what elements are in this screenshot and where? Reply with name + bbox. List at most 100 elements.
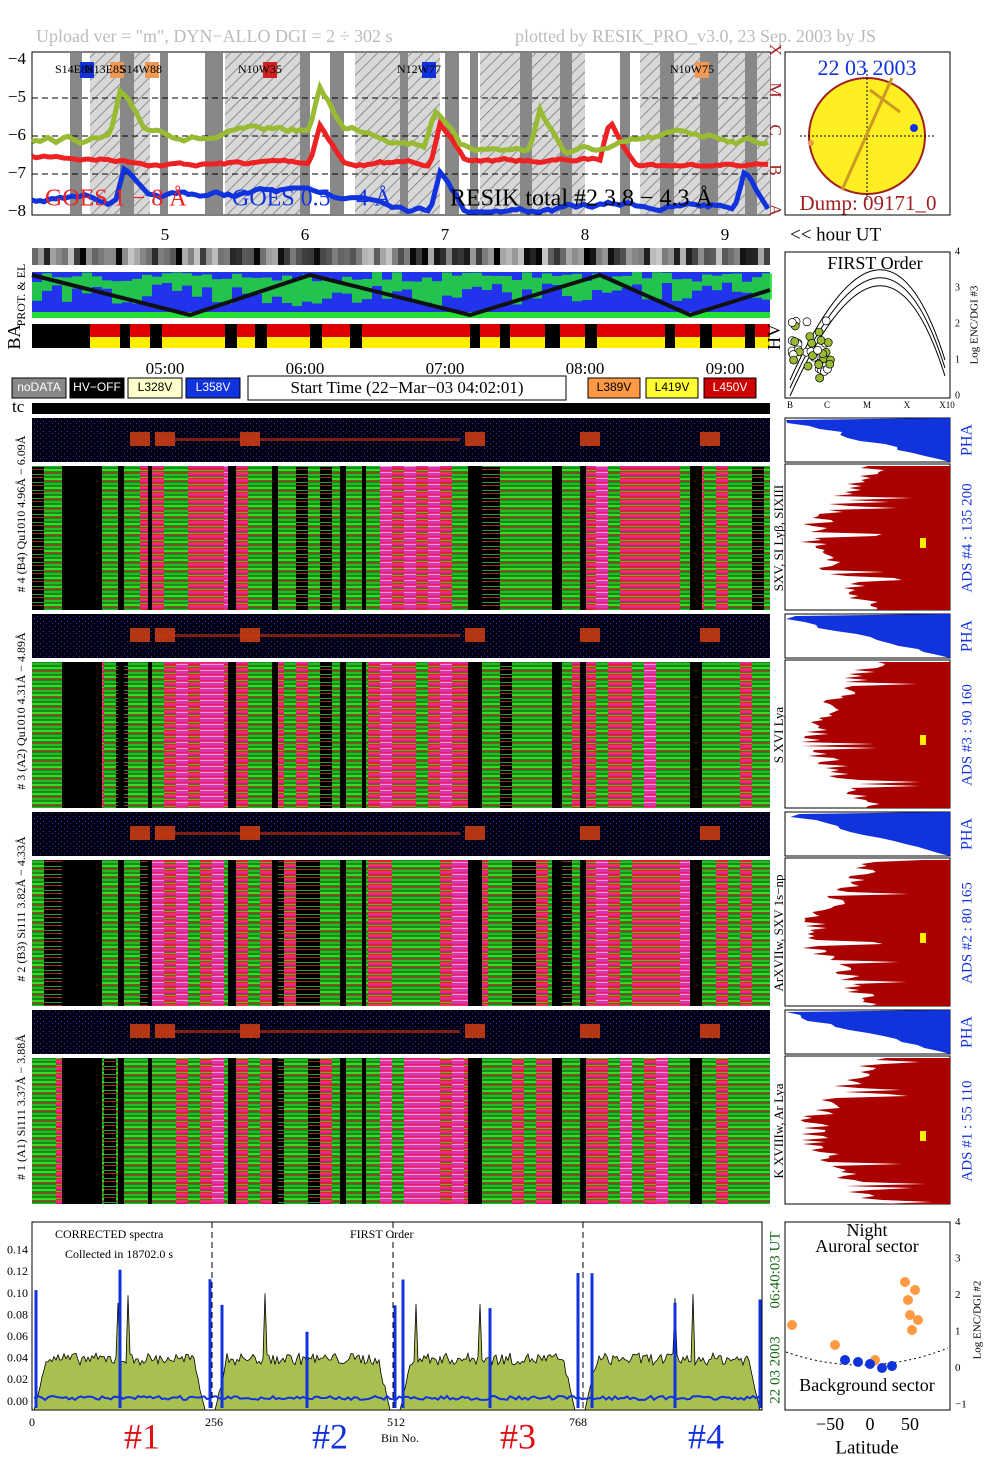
- spectrogram-column: [488, 1058, 500, 1204]
- spectrogram-column: [632, 1058, 644, 1204]
- first-point: [787, 318, 797, 327]
- prot-green: [512, 280, 522, 305]
- spectrogram-column: [152, 860, 164, 1006]
- prot-green: [502, 275, 512, 293]
- spectrogram-column: [164, 466, 176, 610]
- first-x-tick: X: [904, 400, 911, 410]
- gray-strip: [302, 248, 308, 265]
- latitude-y-tick: 4: [955, 1216, 961, 1228]
- spectrogram-column: [104, 662, 116, 808]
- spectrogram-column: [128, 466, 140, 610]
- legend-box: [703, 377, 757, 399]
- legend-box: [587, 377, 641, 399]
- first-y-tick: 1: [955, 354, 960, 365]
- ba-gap: [585, 324, 597, 348]
- spectrogram-gap: [62, 466, 102, 610]
- spectrogram-column: [632, 662, 644, 808]
- auroral-label: Auroral sector: [815, 1236, 918, 1256]
- spectrogram-column: [296, 466, 308, 610]
- gray-strip: [134, 248, 140, 265]
- pha-area: [785, 812, 950, 856]
- pha-flare: [580, 628, 600, 642]
- first-point: [814, 360, 824, 369]
- gray-strip: [284, 248, 290, 265]
- ads-area: [800, 466, 950, 610]
- sector-label: #1: [124, 1416, 160, 1456]
- spectrogram-column: [296, 1058, 308, 1204]
- spectrogram-column: [164, 860, 176, 1006]
- spectrogram-gap: [468, 1058, 482, 1204]
- first-title: FIRST Order: [827, 253, 922, 273]
- gray-strip: [416, 248, 422, 265]
- gray-strip: [500, 248, 506, 265]
- gray-strip: [80, 248, 86, 265]
- spectrogram-column: [656, 1058, 668, 1204]
- prot-green: [642, 278, 652, 300]
- spectrogram-gap: [272, 1058, 278, 1204]
- gray-strip: [740, 248, 746, 265]
- spectrogram-gap: [468, 860, 482, 1006]
- goes-y-tick: −4: [8, 49, 27, 68]
- gray-strip: [74, 248, 80, 265]
- spectrogram-column: [512, 662, 524, 808]
- pha-flare: [700, 628, 720, 642]
- spectrogram-column: [308, 860, 320, 1006]
- spectrogram-column: [152, 662, 164, 808]
- spectrogram-column: [728, 466, 740, 610]
- detector-label: # 1 (A1) Si111 3.37Å − 3.88Å: [14, 1034, 28, 1180]
- ads-label: ADS #4 : 135 200: [959, 483, 975, 592]
- prot-green: [92, 276, 102, 287]
- gray-strip: [248, 248, 254, 265]
- prot-green: [632, 272, 642, 285]
- pha-flare: [130, 826, 150, 840]
- region-label: N13E85: [85, 62, 125, 76]
- spectrogram-column: [32, 662, 44, 808]
- gray-strip: [308, 248, 314, 265]
- spectrogram-column: [104, 466, 116, 610]
- gray-strip: [662, 248, 668, 265]
- tc-label: tc: [12, 397, 25, 416]
- line-label: SXV, SI Lyβ, SIXIII: [771, 485, 786, 591]
- gray-strip: [344, 248, 350, 265]
- spectrogram-column: [620, 1058, 632, 1204]
- gray-strip: [194, 248, 200, 265]
- spectrogram-column: [608, 466, 620, 610]
- gray-strip: [140, 248, 146, 265]
- spectrogram-column: [284, 466, 296, 610]
- latitude-point: [830, 1340, 840, 1350]
- spectrogram-column: [416, 1058, 428, 1204]
- pha-label: PHA: [959, 1016, 976, 1048]
- spectrogram-column: [212, 1058, 224, 1204]
- detector-label: # 2 (B3) Si111 3.82Å − 4.33Å: [14, 836, 28, 982]
- gray-strip: [212, 248, 218, 265]
- spectrogram-column: [440, 1058, 452, 1204]
- spectrogram-column: [452, 1058, 464, 1204]
- spectrogram-column: [236, 860, 248, 1006]
- time-label: 06:00: [286, 359, 325, 378]
- prot-green: [712, 275, 722, 291]
- spectrogram-column: [260, 1058, 272, 1204]
- gray-strip: [320, 248, 326, 265]
- region-dot: [910, 124, 918, 132]
- start-time: Start Time (22−Mar−03 04:02:01): [290, 378, 523, 397]
- prot-green: [672, 279, 682, 301]
- spectrogram-column: [152, 1058, 164, 1204]
- gray-strip: [242, 248, 248, 265]
- legend-box: [127, 377, 183, 399]
- first-x-tick: B: [787, 400, 793, 410]
- spectrogram-column: [188, 860, 200, 1006]
- latitude-y-tick: −1: [955, 1399, 967, 1411]
- legend-label: L419V: [655, 380, 690, 394]
- gray-strip: [566, 248, 572, 265]
- spectrogram-gap: [362, 466, 366, 610]
- region-label: S14E88: [55, 62, 93, 76]
- gray-strip: [122, 248, 128, 265]
- spectrogram-gap: [272, 860, 278, 1006]
- hour-label: 8: [581, 225, 590, 244]
- gray-strip: [728, 248, 734, 265]
- legend-box: [11, 377, 67, 399]
- spectrogram-column: [704, 860, 716, 1006]
- gray-strip: [62, 248, 68, 265]
- first-point: [816, 336, 826, 345]
- pha-flare: [580, 432, 600, 446]
